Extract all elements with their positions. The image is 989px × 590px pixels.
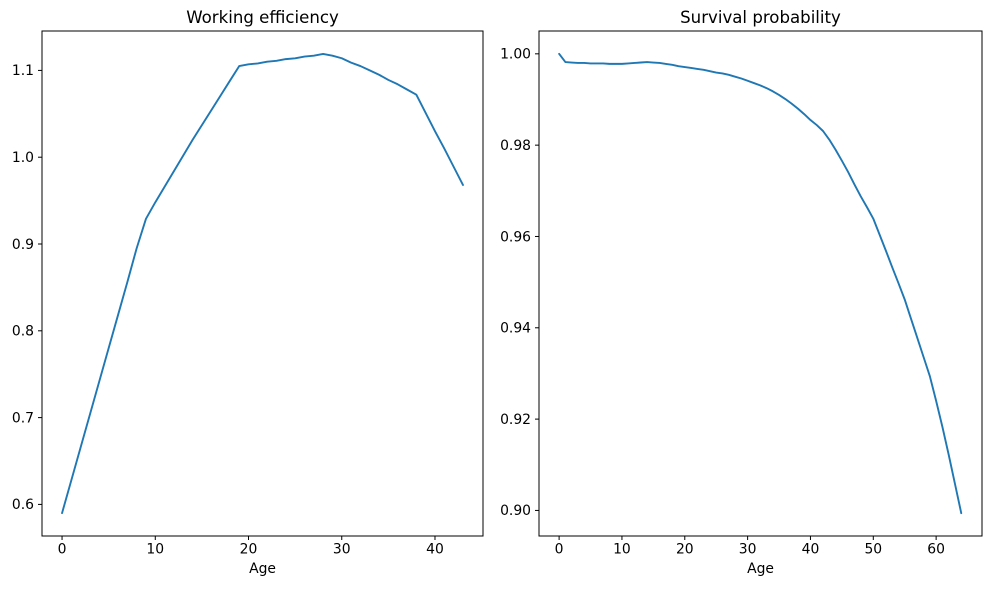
survival-probability-line [558,52,963,515]
survival-probability-y-tick-label: 0.98 [500,138,531,154]
survival-probability-x-tick-label: 50 [864,542,882,558]
left-chart-title: Working efficiency [186,8,339,27]
survival-probability-x-tick-label: 60 [927,542,945,558]
working-efficiency-x-tick-label: 10 [146,542,164,558]
left-chart-xlabel: Age [249,561,276,577]
survival-probability-y-tick-label: 0.94 [500,321,531,337]
right-chart-xlabel: Age [747,561,774,577]
working-efficiency-y-tick-label: 0.6 [12,497,34,513]
survival-probability-x-tick-label: 30 [739,542,757,558]
survival-probability-y-tick-label: 1.00 [500,47,531,63]
survival-probability-y-tick-label: 0.92 [500,412,531,428]
working-efficiency-y-tick-label: 0.9 [12,237,34,253]
survival-probability-y-tick-label: 0.96 [500,229,531,245]
survival-probability-y-tick-label: 0.90 [500,503,531,519]
working-efficiency-y-tick-label: 1.1 [12,63,34,79]
survival-probability-x-tick-label: 10 [613,542,631,558]
survival-probability-x-tick-label: 0 [555,542,564,558]
survival-probability-plot-border [538,30,983,537]
working-efficiency-x-tick-label: 20 [240,542,258,558]
working-efficiency-x-tick-label: 30 [333,542,351,558]
working-efficiency-x-tick-label: 0 [58,542,67,558]
working-efficiency-y-tick-label: 0.8 [12,324,34,340]
working-efficiency-x-tick-label: 40 [426,542,444,558]
working-efficiency-line [61,52,464,515]
working-efficiency-y-tick-label: 1.0 [12,150,34,166]
survival-probability-x-tick-label: 40 [802,542,820,558]
working-efficiency-y-tick-label: 0.7 [12,410,34,426]
survival-probability-x-tick-label: 20 [676,542,694,558]
right-chart-title: Survival probability [680,8,841,27]
working-efficiency-plot-border [41,30,484,537]
